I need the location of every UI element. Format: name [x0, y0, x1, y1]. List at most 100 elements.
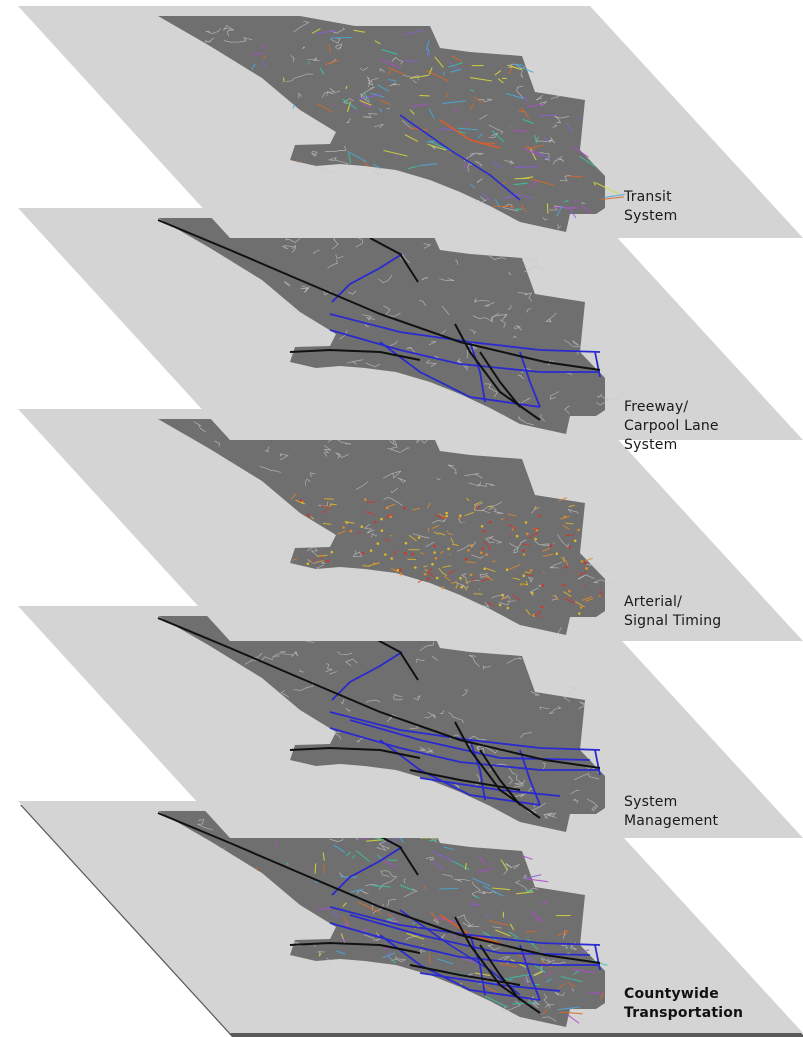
transit-route: [374, 40, 381, 45]
transit-route: [419, 94, 430, 97]
minor-road: [510, 864, 520, 870]
minor-road: [293, 20, 310, 33]
transit-route: [372, 163, 381, 169]
minor-road: [290, 55, 295, 63]
minor-road: [471, 554, 485, 559]
minor-road: [326, 957, 331, 965]
minor-road: [549, 706, 562, 714]
signal-point: [563, 515, 567, 519]
transit-route: [437, 958, 453, 965]
arterial-road: [386, 503, 396, 508]
transit-route: [399, 884, 415, 892]
transit-route: [470, 183, 476, 189]
transit-route: [342, 916, 350, 927]
layer-countywide: [18, 801, 803, 1037]
signal-point: [534, 537, 537, 541]
minor-road: [418, 299, 427, 307]
transit-route: [469, 103, 475, 111]
transit-route: [412, 922, 416, 925]
minor-road: [259, 466, 281, 473]
arterial-road: [317, 554, 328, 557]
arterial-road: [565, 560, 569, 567]
minor-road: [431, 519, 446, 524]
arterial-road: [427, 568, 433, 572]
carpool-lane: [594, 351, 601, 378]
minor-road: [498, 600, 516, 606]
carpool-lane: [594, 944, 601, 971]
minor-road: [403, 74, 419, 81]
signal-point: [411, 553, 414, 556]
arterial-road: [321, 505, 332, 509]
arterial-road: [552, 542, 555, 545]
transit-route: [501, 181, 507, 185]
transit-route: [484, 995, 509, 1008]
minor-road: [508, 271, 512, 275]
signal-point: [299, 499, 303, 502]
arterial-road: [599, 590, 603, 597]
transit-route: [252, 52, 263, 55]
transit-route: [427, 143, 447, 151]
signal-point: [485, 553, 488, 556]
minor-road: [412, 533, 430, 539]
arterial-road: [439, 550, 444, 555]
transit-route: [442, 100, 466, 104]
transit-route: [524, 95, 529, 105]
layer-label-line: Transit: [624, 189, 672, 205]
minor-road: [488, 507, 504, 514]
minor-road: [440, 710, 445, 714]
minor-road: [412, 79, 417, 84]
minor-road: [487, 942, 501, 951]
minor-road: [456, 541, 476, 552]
transit-route: [495, 929, 511, 937]
transit-route: [543, 136, 549, 142]
minor-road: [592, 579, 617, 586]
transit-route: [431, 861, 444, 871]
minor-road: [529, 587, 539, 597]
minor-road: [362, 314, 375, 321]
signal-point: [396, 568, 400, 572]
arterial-road: [391, 567, 399, 573]
signal-point: [522, 549, 525, 552]
minor-road: [463, 153, 475, 162]
transit-route: [261, 43, 265, 50]
arterial-road: [447, 569, 455, 575]
minor-road: [327, 259, 338, 269]
transit-route: [451, 55, 463, 63]
transit-route: [593, 181, 596, 186]
minor-road: [538, 585, 542, 588]
transit-route: [357, 901, 377, 912]
minor-road: [461, 689, 468, 697]
transit-route: [568, 175, 583, 178]
signal-point: [369, 549, 373, 552]
transit-route: [359, 99, 372, 106]
minor-road: [482, 665, 491, 670]
transit-route: [556, 205, 563, 217]
signal-point: [540, 605, 544, 609]
transit-route: [354, 110, 359, 114]
arterial-road: [511, 594, 521, 602]
transit-route: [462, 163, 466, 171]
transit-route: [379, 58, 402, 69]
transit-route: [376, 854, 383, 860]
signal-point: [417, 536, 421, 539]
minor-road: [383, 305, 401, 317]
minor-road: [222, 847, 228, 853]
minor-road: [563, 339, 595, 349]
carpool-lane: [331, 846, 403, 896]
minor-road: [545, 312, 557, 323]
arterial-road: [501, 596, 509, 600]
arterial-road: [384, 512, 394, 519]
minor-road: [271, 651, 286, 659]
minor-road: [309, 472, 316, 478]
freeway: [479, 749, 521, 806]
transit-route: [350, 888, 364, 893]
transit-route: [509, 192, 534, 200]
layer-label-line: Management: [624, 813, 719, 829]
minor-road: [492, 926, 502, 929]
minor-road: [359, 66, 369, 71]
transit-route: [523, 977, 530, 987]
minor-road: [479, 114, 488, 120]
minor-road: [476, 178, 483, 184]
signal-point: [306, 513, 310, 517]
minor-road: [285, 73, 314, 83]
